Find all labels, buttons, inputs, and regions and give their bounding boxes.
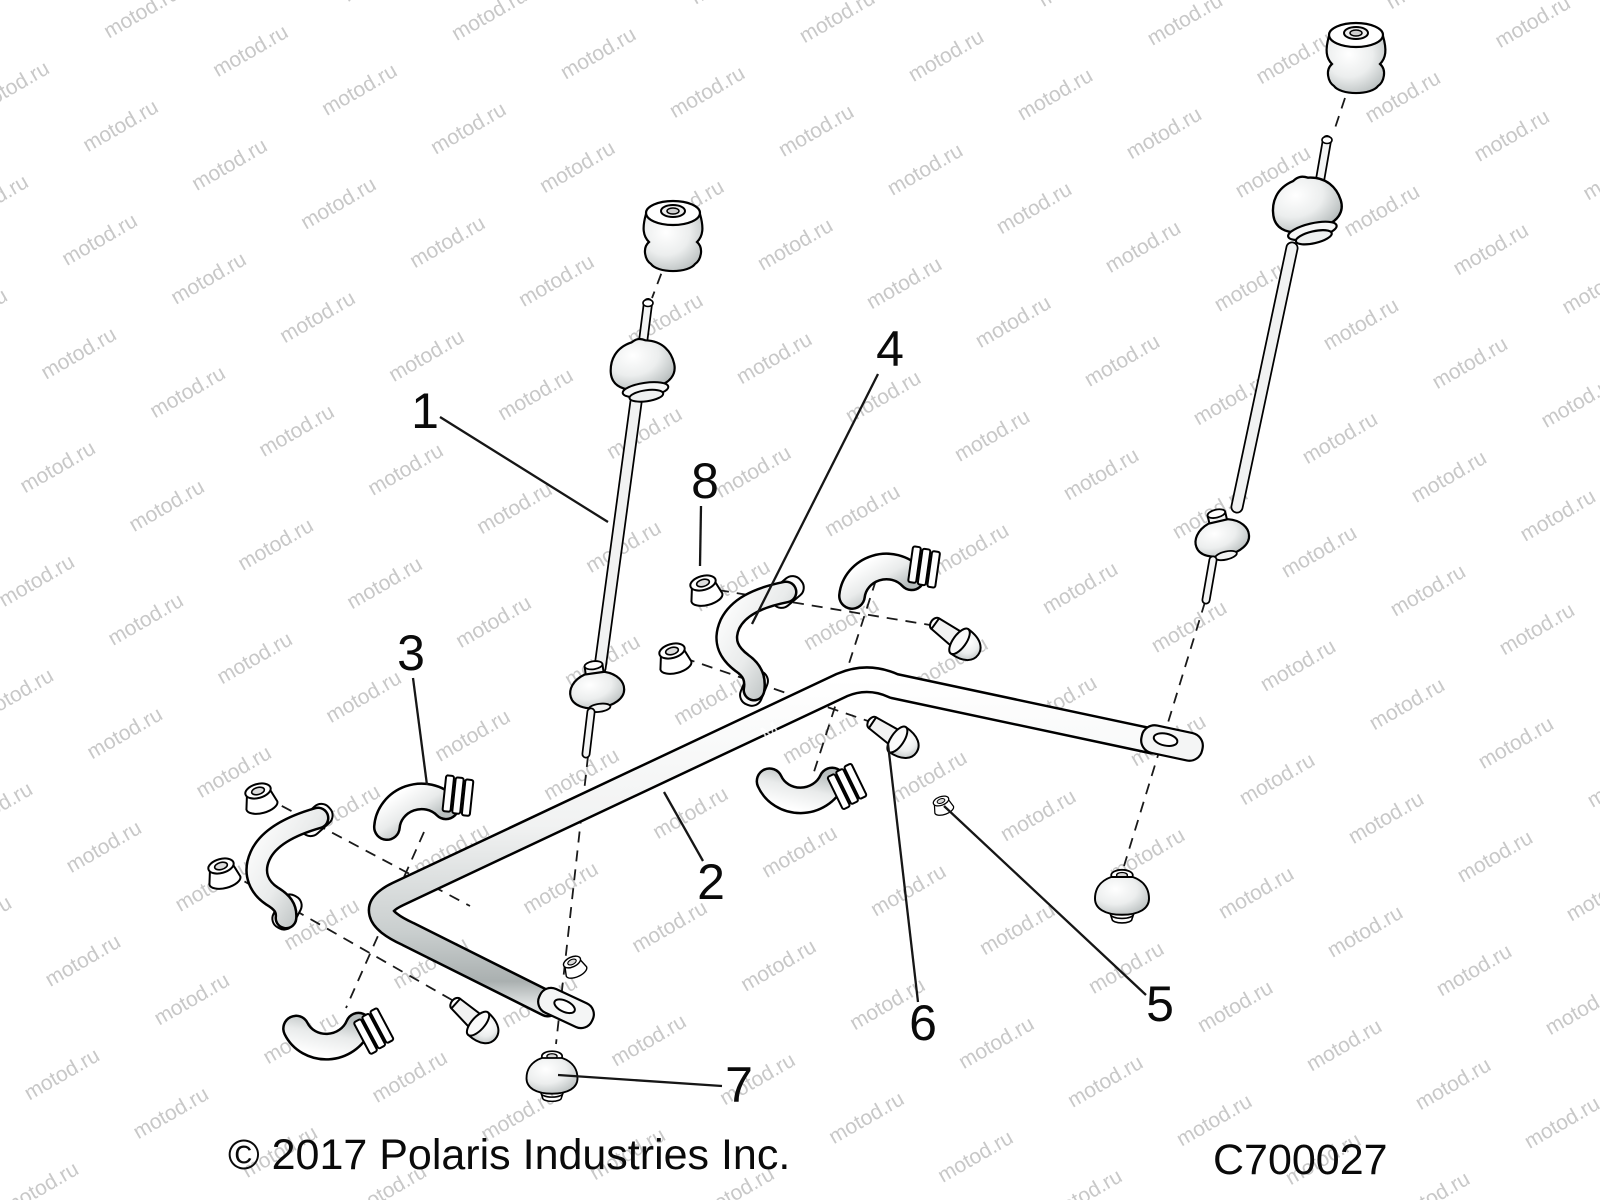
link-left-top-stud-tip <box>642 298 654 308</box>
sway-bar-tube <box>370 668 1163 1015</box>
center-clamp-cluster <box>653 542 988 819</box>
callout-layer: 1 2 3 4 5 6 7 8 <box>397 321 1174 1113</box>
link-left-bottom-stud <box>583 709 594 757</box>
sway-bar-right-tab <box>1140 724 1204 762</box>
callout-1-leader <box>439 416 609 523</box>
callout-7: 7 <box>725 1057 753 1113</box>
callout-4-leader <box>750 373 880 625</box>
callout-1: 1 <box>411 383 439 439</box>
link-bushing-top-left <box>642 199 704 273</box>
clamp-strap-left <box>245 798 338 935</box>
link-right-shaft <box>1232 243 1297 512</box>
link-left-shaft <box>595 397 641 673</box>
link-right-bottom-stud <box>1203 557 1216 603</box>
dashed-axis-center-clamp-lower <box>683 657 869 722</box>
copyright-text: © 2017 Polaris Industries Inc. <box>228 1131 790 1179</box>
clamp-strap-center <box>715 571 809 710</box>
callout-8-leader <box>698 505 703 567</box>
callout-7-leader <box>557 1073 723 1088</box>
callout-6: 6 <box>909 995 937 1051</box>
sway-bar-left-tab <box>537 986 595 1030</box>
diagram-code: C700027 <box>1213 1136 1388 1184</box>
callout-6-leader <box>886 743 920 1003</box>
link-bushing-top-right <box>1325 21 1387 95</box>
link-right-top-stud-tip <box>1321 135 1333 145</box>
callout-8: 8 <box>691 453 719 509</box>
left-clamp-cluster <box>202 770 507 1066</box>
callout-3: 3 <box>397 625 425 681</box>
callout-4: 4 <box>876 321 904 377</box>
callout-2: 2 <box>697 854 725 910</box>
sway-bar: M <box>368 666 1204 1030</box>
clamp-strap-left-band <box>247 809 327 927</box>
callout-2-leader <box>662 791 705 862</box>
stabilizer-link-left <box>565 298 680 759</box>
dashed-axis-center-clamp-upper <box>717 589 931 626</box>
stabilizer-link-right <box>1187 135 1351 605</box>
callout-5: 5 <box>1146 976 1174 1032</box>
callout-3-leader <box>411 677 429 786</box>
callout-5-leader <box>943 805 1147 996</box>
clamp-strap-center-band <box>717 583 795 699</box>
